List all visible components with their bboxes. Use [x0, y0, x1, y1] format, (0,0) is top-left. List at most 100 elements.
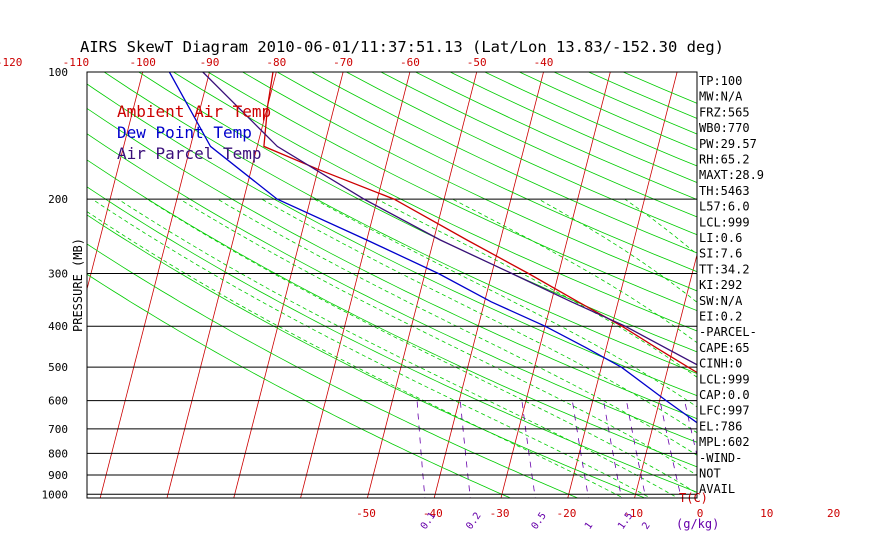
isobar-lines	[87, 72, 697, 495]
moist-adiabat-lines	[87, 198, 697, 498]
dewpoint-line	[168, 72, 697, 424]
mixing-ratio-tick-label: 1	[583, 520, 595, 531]
index-value: KI:292	[699, 278, 742, 292]
moist-adiabat-line	[146, 198, 697, 494]
dry-adiabat-line	[483, 72, 697, 167]
isotherm-line	[634, 253, 697, 498]
mixing-ratio-line	[659, 400, 682, 498]
index-value: NOT	[699, 467, 721, 481]
index-value: WB0:770	[699, 121, 750, 135]
pressure-tick-label: 600	[48, 395, 68, 408]
isotherm-line	[233, 72, 344, 498]
wind-barbs	[833, 466, 860, 495]
mixing-ratio-tick-label: 0.5	[530, 511, 549, 532]
bottom-temp-tick-label: -20	[556, 507, 576, 520]
top-temp-tick-label: -80	[266, 56, 286, 69]
dry-adiabat-line	[87, 273, 512, 498]
pressure-tick-label: 700	[48, 423, 68, 436]
index-value: MAXT:28.9	[699, 168, 764, 182]
dry-adiabat-line	[310, 72, 697, 254]
pressure-tick-label: 300	[48, 268, 68, 281]
index-value: CAP:0.0	[699, 388, 750, 402]
dry-adiabat-line	[87, 159, 697, 468]
parcel-line	[202, 72, 697, 366]
mixing-ratio-line	[836, 401, 870, 504]
isotherm-line	[500, 72, 611, 498]
index-value: LI:0.6	[699, 231, 742, 245]
index-value: CINH:0	[699, 357, 742, 371]
mixing-ratio-line	[859, 401, 870, 504]
index-value: L57:6.0	[699, 200, 750, 214]
moist-adiabat-line	[91, 198, 652, 498]
index-value: EL:786	[699, 419, 742, 433]
mixing-ratio-line	[459, 400, 471, 498]
moist-adiabat-line	[117, 198, 679, 498]
isotherm-line	[366, 72, 478, 498]
dry-adiabat-line	[87, 83, 697, 397]
plot-frame	[86, 71, 698, 499]
bottom-temp-tick-label: 0	[697, 507, 704, 520]
index-value: MPL:602	[699, 435, 750, 449]
series-lines	[168, 72, 697, 424]
moist-adiabat-line	[87, 211, 625, 498]
top-temp-tick-label: -40	[534, 56, 554, 69]
index-value: TH:5463	[699, 184, 750, 198]
dry-adiabat-line	[276, 72, 697, 273]
mixing-ratio-line	[747, 401, 775, 504]
mix-unit-label: (g/kg)	[676, 517, 719, 531]
moist-adiabat-line	[314, 198, 697, 408]
legend-ambient: Ambient Air Temp	[117, 102, 271, 121]
mixing-ratio-lines	[416, 400, 870, 504]
top-temp-tick-label: -110	[63, 56, 90, 69]
moist-adiabat-line	[538, 198, 697, 303]
dry-adiabat-line	[103, 72, 697, 374]
bottom-temp-tick-label: -10	[623, 507, 643, 520]
legend-parcel: Air Parcel Temp	[117, 144, 262, 163]
isotherm-lines	[0, 31, 870, 503]
dry-adiabat-line	[207, 72, 697, 312]
pressure-tick-label: 800	[48, 447, 68, 460]
isotherm-line	[0, 31, 20, 503]
moist-adiabat-line	[217, 198, 697, 456]
mixing-ratio-tick-label: 0.2	[464, 511, 483, 532]
index-value: -WIND-	[699, 451, 742, 465]
pressure-tick-label: 100	[48, 66, 68, 79]
isotherm-line	[99, 72, 210, 498]
dry-adiabat-line	[380, 72, 697, 218]
legend-dewpoint: Dew Point Temp	[117, 123, 252, 142]
index-value: PW:29.57	[699, 137, 757, 151]
y-axis-label: PRESSURE (MB)	[71, 238, 85, 332]
bottom-temp-tick-label: -50	[356, 507, 376, 520]
moist-adiabat-line	[376, 198, 697, 378]
plot-grid	[0, 31, 870, 504]
index-value: FRZ:565	[699, 105, 750, 119]
dry-adiabat-line	[172, 72, 697, 332]
index-value: LFC:997	[699, 404, 750, 418]
isotherm-line	[87, 72, 144, 291]
dry-adiabat-line	[87, 214, 646, 498]
isotherm-line	[834, 31, 870, 503]
top-temp-tick-label: -70	[333, 56, 353, 69]
pressure-tick-label: 900	[48, 469, 68, 482]
top-temp-tick-label: -60	[400, 56, 420, 69]
dry-adiabat-line	[87, 243, 579, 498]
mixing-ratio-line	[572, 400, 589, 498]
moist-adiabat-line	[179, 198, 697, 476]
mixing-ratio-line	[768, 401, 798, 504]
index-value: LCL:999	[699, 372, 750, 386]
index-value: MW:N/A	[699, 90, 743, 104]
pressure-tick-labels: 100 200 300 400 500 600 700 800 900 1000	[42, 66, 69, 501]
index-value: LCL:999	[699, 215, 750, 229]
dry-adiabat-line	[241, 72, 697, 292]
bottom-temp-tick-labels: -50-40-30-20-10010203040	[356, 507, 840, 520]
index-value: TP:100	[699, 74, 742, 88]
mixing-ratio-tick-label: 2	[640, 520, 652, 531]
mixing-ratio-line	[416, 400, 426, 498]
top-temp-tick-label: -120	[0, 56, 22, 69]
index-value: -PARCEL-	[699, 325, 757, 339]
dry-adiabat-line	[87, 133, 697, 443]
bottom-temp-tick-label: -30	[490, 507, 510, 520]
index-value: EI:0.2	[699, 310, 742, 324]
